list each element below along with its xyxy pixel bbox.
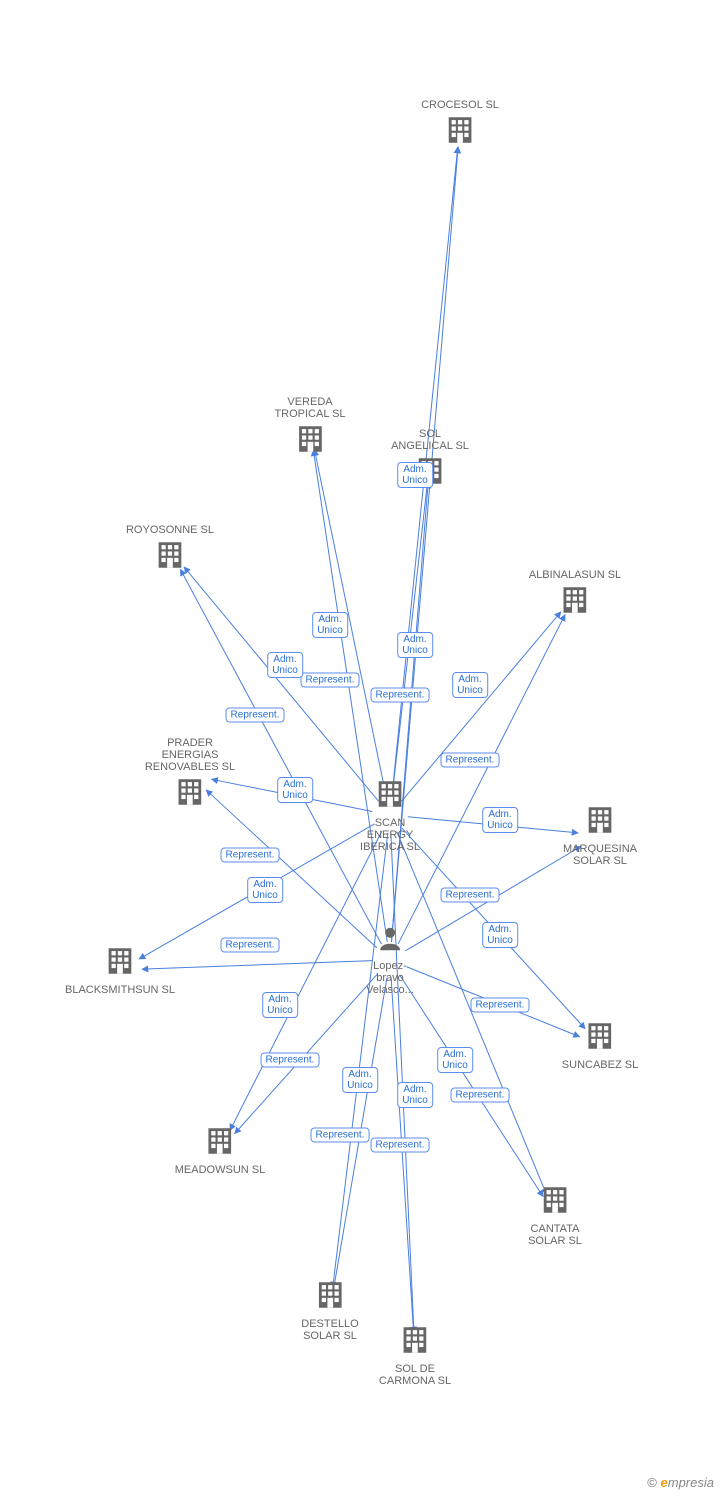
edge-label: Adm. Unico (452, 672, 488, 698)
edge-label: Adm. Unico (397, 632, 433, 658)
edge-label: Represent. (221, 938, 280, 953)
graph-canvas (0, 0, 728, 1500)
edge (333, 833, 388, 1288)
edge-label: Adm. Unico (397, 1082, 433, 1108)
copyright-symbol: © (647, 1475, 657, 1490)
edge-label: Adm. Unico (262, 992, 298, 1018)
edge-label: Adm. Unico (277, 777, 313, 803)
brand-first-letter: e (661, 1475, 668, 1490)
edge-label: Represent. (441, 753, 500, 768)
edge-label: Represent. (311, 1128, 370, 1143)
edge-label: Represent. (221, 848, 280, 863)
edge-label: Represent. (261, 1053, 320, 1068)
edge-label: Adm. Unico (342, 1067, 378, 1093)
copyright: © empresia (647, 1475, 714, 1490)
edge (392, 147, 459, 942)
edge (142, 961, 372, 970)
edge-label: Adm. Unico (482, 922, 518, 948)
edge-label: Adm. Unico (247, 877, 283, 903)
brand-rest: mpresia (668, 1475, 714, 1490)
edge-label: Represent. (471, 998, 530, 1013)
edge-label: Represent. (226, 708, 285, 723)
edge (206, 790, 377, 948)
edge-label: Represent. (441, 888, 500, 903)
edge-label: Adm. Unico (437, 1047, 473, 1073)
edge-label: Adm. Unico (482, 807, 518, 833)
edge-label: Adm. Unico (312, 612, 348, 638)
edge (391, 978, 413, 1333)
edge-label: Adm. Unico (397, 462, 433, 488)
edge-label: Represent. (371, 688, 430, 703)
edge-label: Represent. (451, 1088, 510, 1103)
edge-label: Represent. (301, 673, 360, 688)
edge-label: Adm. Unico (267, 652, 303, 678)
edge-label: Represent. (371, 1138, 430, 1153)
